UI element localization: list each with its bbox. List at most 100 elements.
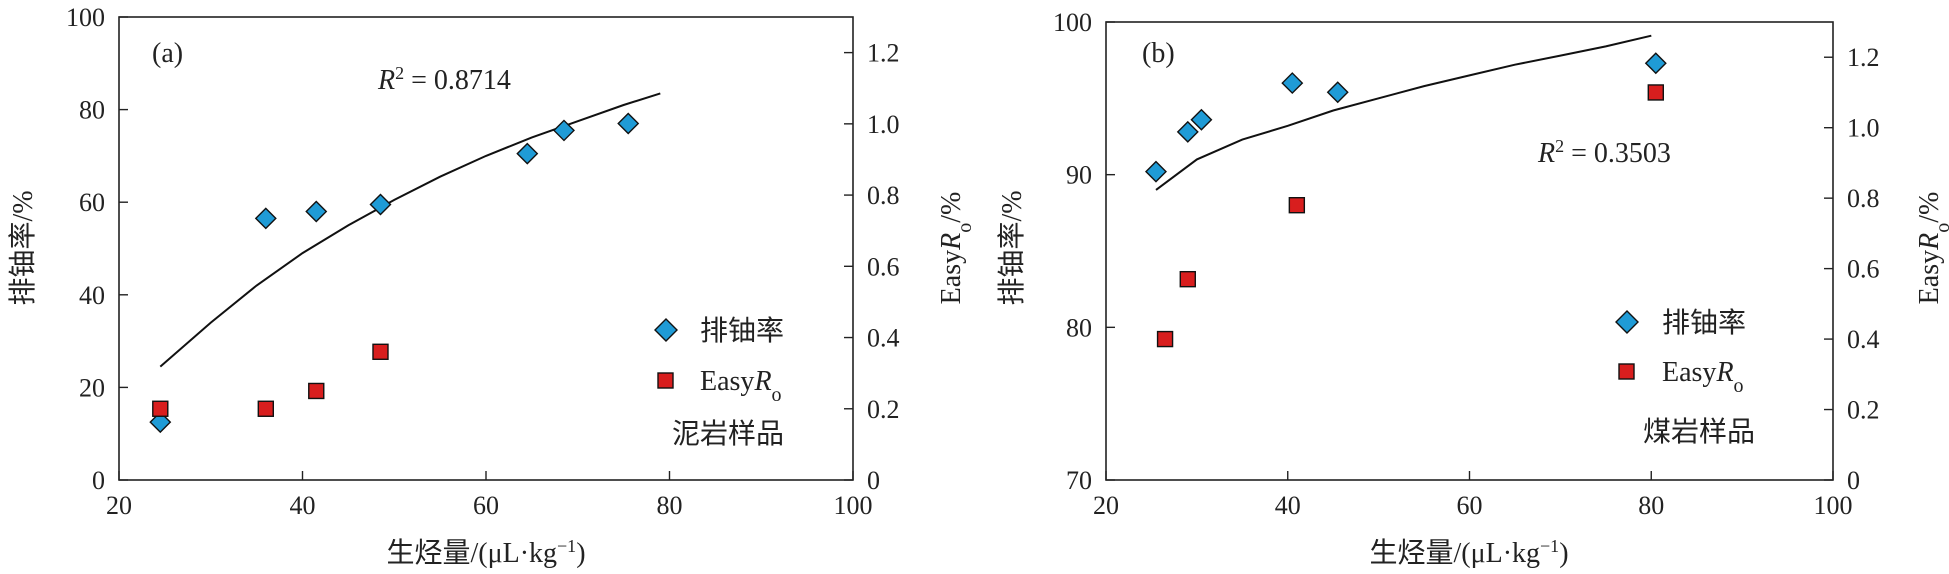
point-uranium-b-0 (1144, 160, 1167, 183)
point-uranium-b-3 (1281, 72, 1304, 95)
y-right-tick-label-a-2: 0.4 (867, 324, 900, 353)
point-easyro-b-0 (1156, 330, 1174, 348)
panel-a: 20 40 60 80 10002040608010000.20.40.60.81.01… (7, 3, 976, 569)
x-tick-label-a-4: 100 (834, 491, 873, 520)
yr-unit: /% (936, 192, 967, 223)
legend-marker-square (657, 372, 674, 389)
y-left-tick-label-b-2: 90 (1066, 161, 1092, 190)
y-right-title-a: EasyRo/% (936, 192, 976, 305)
sample-label-b: 煤岩样品 (1643, 416, 1755, 448)
trendline-b (1155, 34, 1652, 191)
yr-o: o (954, 223, 976, 233)
x-tick-label-b-4: 100 (1814, 491, 1853, 520)
y-right-tick-label-a-0: 0 (867, 466, 880, 495)
panel-label-b: (b) (1142, 38, 1175, 69)
x-tick-label-a-1: 40 (290, 491, 316, 520)
y-right-title-b: EasyRo/% (1914, 192, 1949, 305)
r-squared-a: R2 = 0.8714 (377, 63, 511, 96)
y-left-tick-label-a-4: 80 (79, 96, 105, 125)
r2-symbol: R (1537, 138, 1555, 169)
point-easyro-a-2 (308, 382, 325, 400)
x-tick-label-b-2: 60 (1457, 491, 1483, 520)
legend-easy: Easy (1662, 357, 1716, 388)
point-easyro-a-0 (152, 400, 169, 417)
point-easyro-a-1 (257, 400, 274, 417)
marks-b (1144, 52, 1667, 348)
ticks-a: 20 40 60 80 10002040608010000.20.40.60.81.01… (66, 3, 900, 520)
x-axis-title-b: 生烃量/(μL·kg−1) (1369, 536, 1568, 569)
r2-superscript: 2 (1555, 136, 1564, 156)
point-uranium-b-2 (1190, 108, 1213, 131)
point-uranium-a-6 (617, 112, 640, 135)
trendline-a (159, 92, 661, 368)
r2-value: = 0.3503 (1564, 138, 1671, 169)
r2-symbol: R (377, 65, 395, 96)
x-tick-label-a-3: 80 (657, 491, 683, 520)
legend-o: o (1734, 375, 1744, 397)
y-left-tick-label-a-5: 100 (66, 3, 105, 32)
r2-superscript: 2 (395, 63, 404, 83)
x-tick-label-a-2: 60 (473, 491, 499, 520)
y-right-tick-label-b-2: 0.4 (1847, 325, 1880, 354)
point-uranium-b-1 (1176, 120, 1199, 143)
x-axis-title-a: 生烃量/(μL·kg−1) (386, 536, 585, 569)
point-uranium-a-0 (149, 411, 172, 434)
panel-label-a: (a) (152, 38, 183, 69)
y-right-tick-label-b-0: 0 (1847, 466, 1860, 495)
legend-label-uranium: 排铀率 (1662, 307, 1746, 339)
plot-frame-b (1105, 21, 1834, 481)
point-uranium-a-4 (516, 142, 539, 165)
point-uranium-a-2 (305, 200, 328, 223)
x-tick-label-a-0: 20 (106, 491, 132, 520)
x-title-end: ) (576, 538, 585, 569)
yr-o: o (1932, 223, 1949, 233)
yr-r: R (1914, 233, 1945, 251)
y-left-tick-label-a-0: 0 (92, 466, 105, 495)
x-tick-label-b-0: 20 (1093, 491, 1119, 520)
yr-unit: /% (1914, 192, 1945, 223)
x-tick-label-b-3: 80 (1638, 491, 1664, 520)
x-title-end: ) (1559, 538, 1568, 569)
x-title-sup: −1 (1540, 536, 1559, 556)
legend-r: R (753, 366, 771, 397)
yr-easy: Easy (936, 250, 967, 304)
marks-a (149, 112, 640, 434)
legend-easy: Easy (700, 366, 754, 397)
y-right-tick-label-b-5: 1.0 (1847, 114, 1880, 143)
legend-label-easyro: EasyRo (700, 366, 782, 406)
legend-a: 排铀率 EasyRo (654, 315, 784, 406)
panel-b: 20 40 60 80 10070809010000.20.40.60.81.01.2 … (996, 8, 1949, 569)
y-left-title-a: 排铀率/% (7, 190, 39, 305)
r-squared-b: R2 = 0.3503 (1537, 136, 1671, 169)
x-title-sup: −1 (557, 536, 576, 556)
y-left-tick-label-b-1: 80 (1066, 313, 1092, 342)
point-easyro-a-3 (372, 343, 389, 360)
r2-value: = 0.8714 (404, 65, 511, 96)
y-right-tick-label-a-6: 1.2 (867, 39, 900, 68)
sample-label-a: 泥岩样品 (672, 418, 784, 450)
legend-marker-diamond (1615, 310, 1639, 334)
x-title-main: 生烃量/(μL·kg (1369, 537, 1540, 569)
y-left-tick-label-a-3: 60 (79, 188, 105, 217)
y-right-tick-label-a-1: 0.2 (867, 395, 900, 424)
y-right-tick-label-b-6: 1.2 (1847, 43, 1880, 72)
point-uranium-a-3 (369, 193, 392, 216)
y-left-tick-label-a-2: 40 (79, 281, 105, 310)
y-right-tick-label-a-3: 0.6 (867, 252, 900, 281)
trendline-curve-a (159, 92, 661, 368)
legend-r: R (1715, 357, 1733, 388)
point-easyro-b-1 (1179, 270, 1196, 288)
point-uranium-a-1 (254, 207, 277, 230)
point-easyro-b-2 (1288, 196, 1306, 214)
yr-r: R (936, 233, 967, 251)
y-left-title-b: 排铀率/% (996, 190, 1028, 305)
legend-marker-square (1618, 363, 1635, 380)
y-left-tick-label-b-3: 100 (1053, 8, 1092, 37)
y-right-tick-label-a-5: 1.0 (867, 110, 900, 139)
point-uranium-a-5 (552, 119, 575, 142)
legend-marker-diamond (654, 318, 678, 342)
y-right-tick-label-b-4: 0.8 (1847, 184, 1880, 213)
x-title-main: 生烃量/(μL·kg (386, 537, 557, 569)
